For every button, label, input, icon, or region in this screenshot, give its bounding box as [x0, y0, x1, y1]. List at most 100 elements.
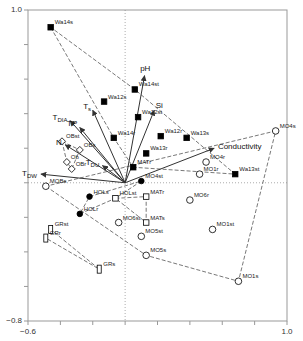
sample-label: MATs	[150, 215, 165, 221]
sample-point	[272, 128, 279, 135]
sample-point	[187, 197, 194, 204]
sample-label: OBr	[76, 161, 87, 167]
sample-label: MO6st	[123, 215, 141, 221]
group-hull	[51, 27, 236, 174]
arrow-label-subscript: DIA	[57, 116, 67, 122]
sample-point	[203, 159, 210, 166]
sample-point	[97, 265, 101, 273]
loading-arrow	[125, 148, 214, 183]
sample-point	[139, 178, 145, 184]
y-tick	[24, 10, 28, 11]
reference-line-h	[28, 182, 287, 183]
sample-point	[76, 146, 83, 153]
sample-label: OBs	[84, 142, 96, 148]
axes: −0.61.0−0.81.0	[6, 5, 293, 336]
sample-label: GRs	[103, 261, 115, 267]
arrow-label-text: N	[56, 138, 62, 147]
sample-label: OBst	[66, 133, 80, 139]
x-tick	[28, 321, 29, 325]
sample-label: Wa14s	[55, 19, 73, 25]
sample-label: GRr	[50, 230, 61, 236]
x-tick-label: 1.0	[281, 327, 293, 336]
y-tick-label: −0.8	[6, 316, 22, 325]
group-hull	[80, 181, 142, 214]
arrow-label-text: TP	[67, 120, 77, 129]
sample-point	[87, 194, 93, 200]
x-tick	[157, 321, 158, 325]
arrow-label-text: pH	[140, 64, 150, 73]
x-tick	[222, 321, 223, 325]
y-tick	[24, 182, 28, 183]
sample-label: HOLst	[119, 190, 136, 196]
arrow-label: TDIA	[53, 113, 68, 122]
chart-container: −0.61.0−0.81.0pHSiConductivityTPNTDWTDIA…	[0, 0, 303, 341]
sample-label: MOBs	[50, 178, 67, 184]
sample-label: MO1r	[204, 166, 219, 172]
arrow-label-text: Conductivity	[218, 142, 262, 151]
sample-point	[196, 171, 203, 178]
sample-point	[63, 159, 70, 166]
sample-point	[132, 87, 138, 93]
sample-label: MO4s	[280, 123, 296, 129]
arrow-label: TP	[67, 120, 77, 129]
sample-label: Ob	[71, 154, 80, 160]
sample-point	[115, 219, 122, 226]
x-tick	[60, 321, 61, 325]
arrow-label: Ts	[83, 102, 91, 111]
sample-label: Wa13s	[191, 130, 209, 136]
y-tick-label: 1.0	[11, 5, 23, 14]
sample-label: Wa14st	[139, 81, 159, 87]
sample-point	[44, 234, 48, 242]
sample-label: MO1st	[217, 221, 235, 227]
arrow-label: pH	[140, 64, 150, 73]
sample-point	[101, 99, 107, 105]
sample-point	[77, 211, 83, 217]
loading-arrow	[93, 110, 125, 183]
y-tick	[24, 286, 28, 287]
arrow-label: N	[56, 138, 62, 147]
x-tick	[125, 321, 126, 325]
y-tick	[24, 113, 28, 114]
arrow-label-subscript: DU	[91, 162, 100, 168]
sample-point	[143, 252, 150, 259]
sample-label: MO4r	[210, 154, 225, 160]
plot-frame	[28, 10, 287, 321]
sample-point	[113, 196, 119, 202]
sample-label: Wa14r	[118, 130, 135, 136]
arrow-label-subscript: DW	[27, 172, 37, 178]
reference-line-v	[125, 10, 126, 321]
sample-label: HOLs	[94, 189, 109, 195]
sample-point	[138, 233, 145, 240]
sample-point	[158, 133, 164, 139]
arrow-label: Conductivity	[218, 142, 262, 151]
sample-point	[111, 135, 117, 141]
sample-point	[48, 25, 54, 31]
sample-point	[209, 226, 216, 233]
labels: pHSiConductivityTPNTDWTDIATsTDUWa14sWa14…	[22, 19, 296, 279]
group-hull	[46, 229, 99, 269]
arrow-label: TDU	[86, 158, 100, 167]
y-tick	[24, 79, 28, 80]
sample-point	[135, 114, 141, 120]
sample-label: Wa12st	[142, 109, 162, 115]
sample-label: MO4st	[145, 173, 163, 179]
sample-label: MO5st	[145, 228, 163, 234]
sample-point	[130, 164, 136, 170]
sample-label: Wa13st	[239, 166, 259, 172]
y-tick	[24, 44, 28, 45]
sample-label: MO1s	[242, 273, 258, 279]
sample-point	[235, 278, 242, 285]
y-tick	[24, 321, 28, 322]
x-tick	[189, 321, 190, 325]
x-tick	[254, 321, 255, 325]
sample-label: Wa13r	[150, 145, 167, 151]
sample-point	[143, 220, 149, 226]
sample-point	[143, 194, 149, 200]
y-tick	[24, 217, 28, 218]
loading-arrow	[102, 166, 125, 183]
y-tick	[24, 251, 28, 252]
arrow-label: TDW	[22, 169, 37, 178]
x-tick	[287, 321, 288, 325]
sample-label: MO5s	[150, 247, 166, 253]
plot-marks	[28, 10, 287, 321]
